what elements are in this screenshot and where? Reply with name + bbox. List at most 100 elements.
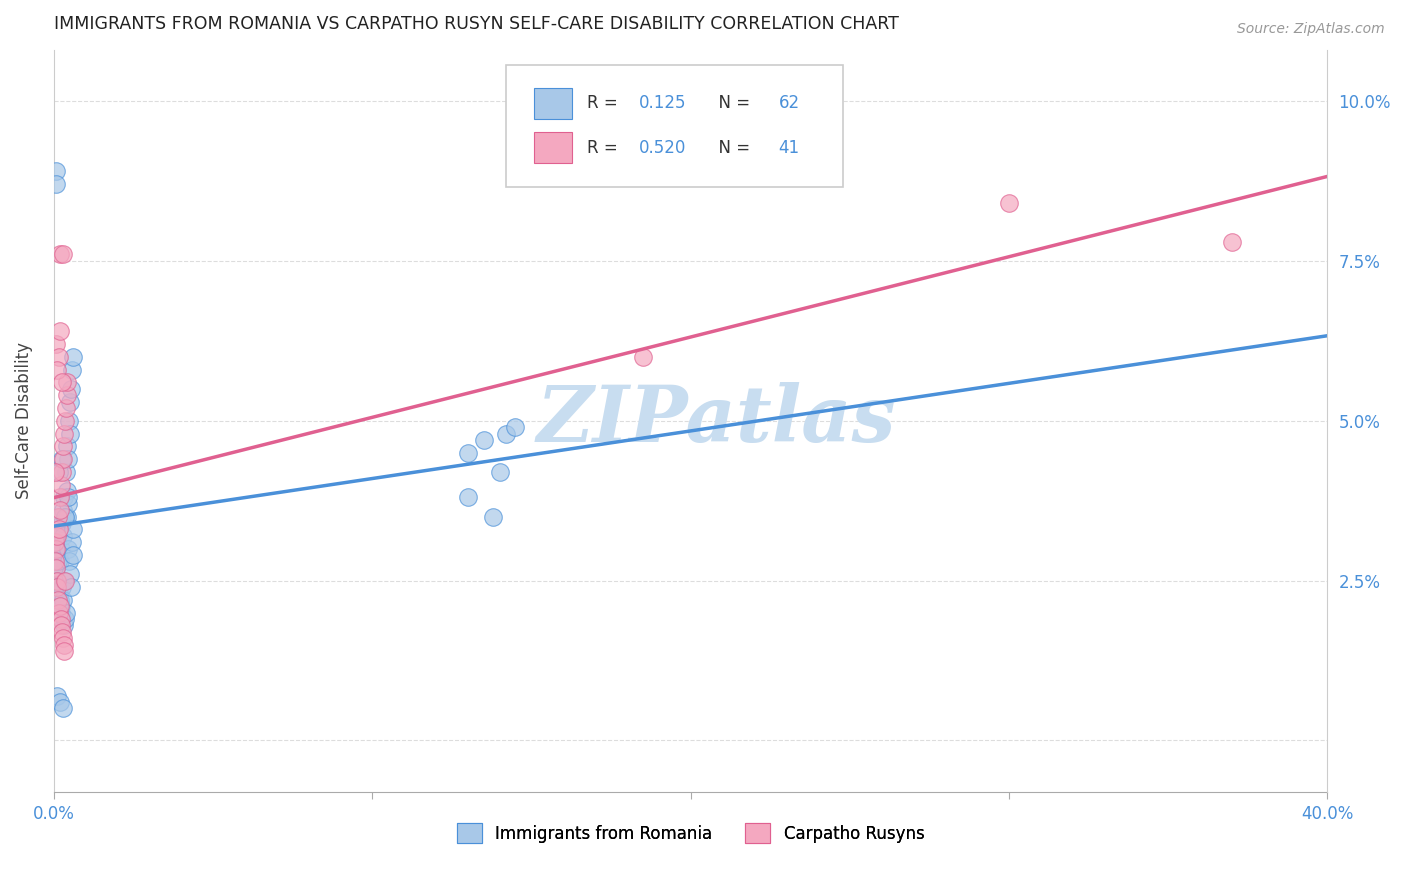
Point	[46, 592, 69, 607]
Text: 41: 41	[779, 139, 800, 157]
Point	[53, 414, 76, 428]
Point	[46, 689, 69, 703]
Point	[52, 574, 75, 588]
Point	[482, 509, 505, 524]
Point	[48, 606, 70, 620]
Point	[631, 350, 654, 364]
Text: Source: ZipAtlas.com: Source: ZipAtlas.com	[1237, 22, 1385, 37]
Point	[488, 465, 510, 479]
Point	[53, 491, 76, 505]
Point	[62, 548, 84, 562]
Point	[58, 541, 80, 556]
Point	[45, 164, 67, 178]
Point	[56, 452, 79, 467]
Text: 62: 62	[779, 95, 800, 112]
Point	[45, 177, 67, 191]
Point	[48, 586, 70, 600]
Point	[45, 574, 67, 588]
Point	[49, 503, 72, 517]
Point	[44, 535, 66, 549]
Text: N =: N =	[709, 139, 756, 157]
Point	[44, 554, 66, 568]
Point	[1220, 235, 1243, 249]
Point	[51, 624, 73, 639]
Point	[46, 554, 69, 568]
Point	[55, 388, 77, 402]
Text: 0.520: 0.520	[638, 139, 686, 157]
Point	[52, 529, 75, 543]
Point	[53, 574, 76, 588]
Point	[48, 350, 70, 364]
Point	[52, 631, 75, 645]
Point	[53, 612, 76, 626]
Point	[60, 535, 83, 549]
Point	[55, 465, 77, 479]
Text: N =: N =	[709, 95, 756, 112]
Point	[52, 247, 75, 261]
Point	[46, 362, 69, 376]
Point	[49, 541, 72, 556]
Text: ZIPatlas: ZIPatlas	[537, 383, 896, 459]
Point	[51, 465, 73, 479]
Text: R =: R =	[588, 95, 623, 112]
Point	[51, 516, 73, 530]
Point	[49, 606, 72, 620]
Point	[48, 465, 70, 479]
Point	[53, 426, 76, 441]
Point	[52, 439, 75, 453]
Point	[49, 509, 72, 524]
Point	[53, 509, 76, 524]
Point	[53, 644, 76, 658]
Text: 0.125: 0.125	[638, 95, 686, 112]
Point	[49, 599, 72, 614]
Point	[48, 491, 70, 505]
Point	[44, 567, 66, 582]
Legend: Immigrants from Romania, Carpatho Rusyns: Immigrants from Romania, Carpatho Rusyns	[450, 816, 931, 850]
Point	[48, 554, 70, 568]
Point	[48, 523, 70, 537]
Point	[45, 561, 67, 575]
Point	[46, 509, 69, 524]
Point	[60, 362, 83, 376]
Point	[62, 523, 84, 537]
Point	[49, 612, 72, 626]
Point	[49, 618, 72, 632]
Point	[56, 439, 79, 453]
Point	[49, 477, 72, 491]
Point	[59, 394, 82, 409]
Point	[56, 376, 79, 390]
Point	[51, 452, 73, 467]
Point	[998, 196, 1021, 211]
Point	[46, 548, 69, 562]
Point	[56, 491, 79, 505]
Point	[49, 599, 72, 614]
Text: R =: R =	[588, 139, 623, 157]
Point	[45, 561, 67, 575]
Point	[55, 401, 77, 415]
Point	[472, 433, 495, 447]
Point	[495, 426, 517, 441]
Point	[505, 420, 527, 434]
Y-axis label: Self-Care Disability: Self-Care Disability	[15, 343, 32, 500]
Point	[52, 638, 75, 652]
Point	[55, 484, 77, 499]
Point	[45, 541, 67, 556]
Point	[56, 509, 79, 524]
FancyBboxPatch shape	[506, 64, 844, 187]
Point	[45, 337, 67, 351]
Point	[59, 426, 82, 441]
Point	[46, 580, 69, 594]
Point	[51, 376, 73, 390]
Point	[51, 580, 73, 594]
Point	[45, 574, 67, 588]
Point	[457, 445, 479, 459]
Point	[49, 324, 72, 338]
Point	[48, 523, 70, 537]
Point	[49, 695, 72, 709]
Point	[60, 382, 83, 396]
Point	[46, 529, 69, 543]
Point	[53, 509, 76, 524]
Point	[55, 606, 77, 620]
Point	[58, 554, 80, 568]
Point	[49, 592, 72, 607]
